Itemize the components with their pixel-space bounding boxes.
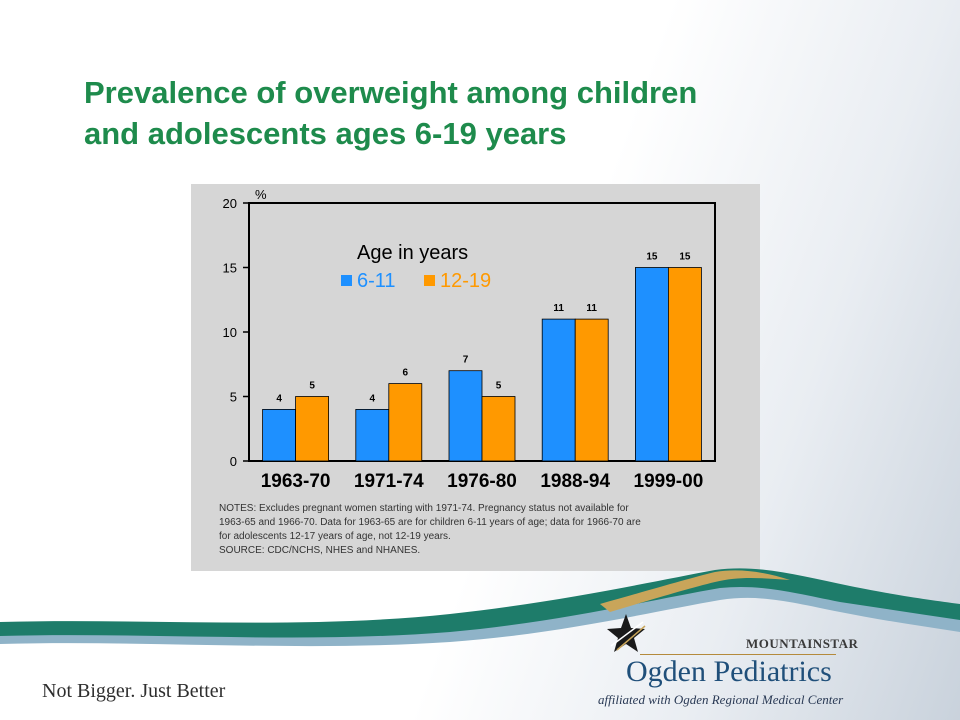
y-tick-label: 5 <box>230 390 237 405</box>
bar-6-11 <box>355 408 390 462</box>
bar-data-label: 11 <box>586 303 597 314</box>
star-logo-icon <box>607 614 646 652</box>
y-tick-label: 10 <box>223 325 237 340</box>
x-tick-label: 1976-80 <box>447 471 517 492</box>
x-tick-label: 1963-70 <box>261 471 331 492</box>
bar-6-11 <box>448 370 483 462</box>
legend-label: 6-11 <box>357 270 396 292</box>
bar-data-label: 6 <box>403 368 409 379</box>
bar-data-label: 7 <box>463 355 469 366</box>
y-tick-label: 0 <box>230 454 237 469</box>
legend-label: 12-19 <box>440 270 491 292</box>
bar-12-19 <box>667 267 702 462</box>
brand-affiliation: affiliated with Ogden Regional Medical C… <box>598 692 844 707</box>
bar-12-19 <box>388 383 423 462</box>
title-line-1: Prevalence of overweight among children <box>84 75 698 110</box>
y-axis-label: % <box>255 187 267 202</box>
brand-divider <box>640 654 836 655</box>
legend-swatch-6-11 <box>341 275 352 286</box>
notes-line: for adolescents 12-17 years of age, not … <box>219 531 451 542</box>
y-tick-label: 15 <box>223 261 237 276</box>
title-line-2: and adolescents ages 6-19 years <box>84 116 567 151</box>
legend-swatch-12-19 <box>424 275 435 286</box>
bar-6-11 <box>541 318 576 462</box>
bar-data-label: 5 <box>496 381 502 392</box>
legend-title: Age in years <box>357 242 468 264</box>
slide-title: Prevalence of overweight among children … <box>84 72 884 154</box>
decorative-wave <box>0 568 960 647</box>
chart-notes: NOTES: Excludes pregnant women starting … <box>219 502 749 558</box>
bar-data-label: 11 <box>553 303 564 314</box>
x-tick-label: 1988-94 <box>540 471 610 492</box>
bar-chart: 0 5 10 15 20% 4 5 1963-70 4 6 1971-74 7 5 1976-80 11 11… <box>223 187 716 492</box>
tagline: Not Bigger. Just Better <box>42 680 226 702</box>
notes-line: 1963-65 and 1966-70. Data for 1963-65 ar… <box>219 517 641 528</box>
bar-data-label: 5 <box>309 381 315 392</box>
bar-data-label: 15 <box>646 252 658 263</box>
brand-top: MOUNTAINSTAR <box>746 636 859 651</box>
chart-figure: 0 5 10 15 20% 4 5 1963-70 4 6 1971-74 7 5 1976-80 11 11… <box>191 184 760 571</box>
wave-band-gold <box>600 570 790 612</box>
x-tick-label: 1999-00 <box>634 471 704 492</box>
x-tick-label: 1971-74 <box>354 471 424 492</box>
brand-name: Ogden Pediatrics <box>626 655 832 688</box>
bar-12-19 <box>481 396 516 462</box>
notes-line: NOTES: Excludes pregnant women starting … <box>219 503 629 514</box>
bar-data-label: 15 <box>679 252 691 263</box>
wave-band-green <box>0 568 960 638</box>
bar-12-19 <box>295 396 329 462</box>
notes-line: SOURCE: CDC/NCHS, NHES and NHANES. <box>219 545 421 556</box>
bar-data-label: 4 <box>276 393 282 404</box>
bar-12-19 <box>574 318 609 462</box>
y-tick-label: 20 <box>223 196 237 211</box>
bar-6-11 <box>262 408 296 462</box>
bar-data-label: 4 <box>370 393 376 404</box>
bar-6-11 <box>634 267 669 462</box>
